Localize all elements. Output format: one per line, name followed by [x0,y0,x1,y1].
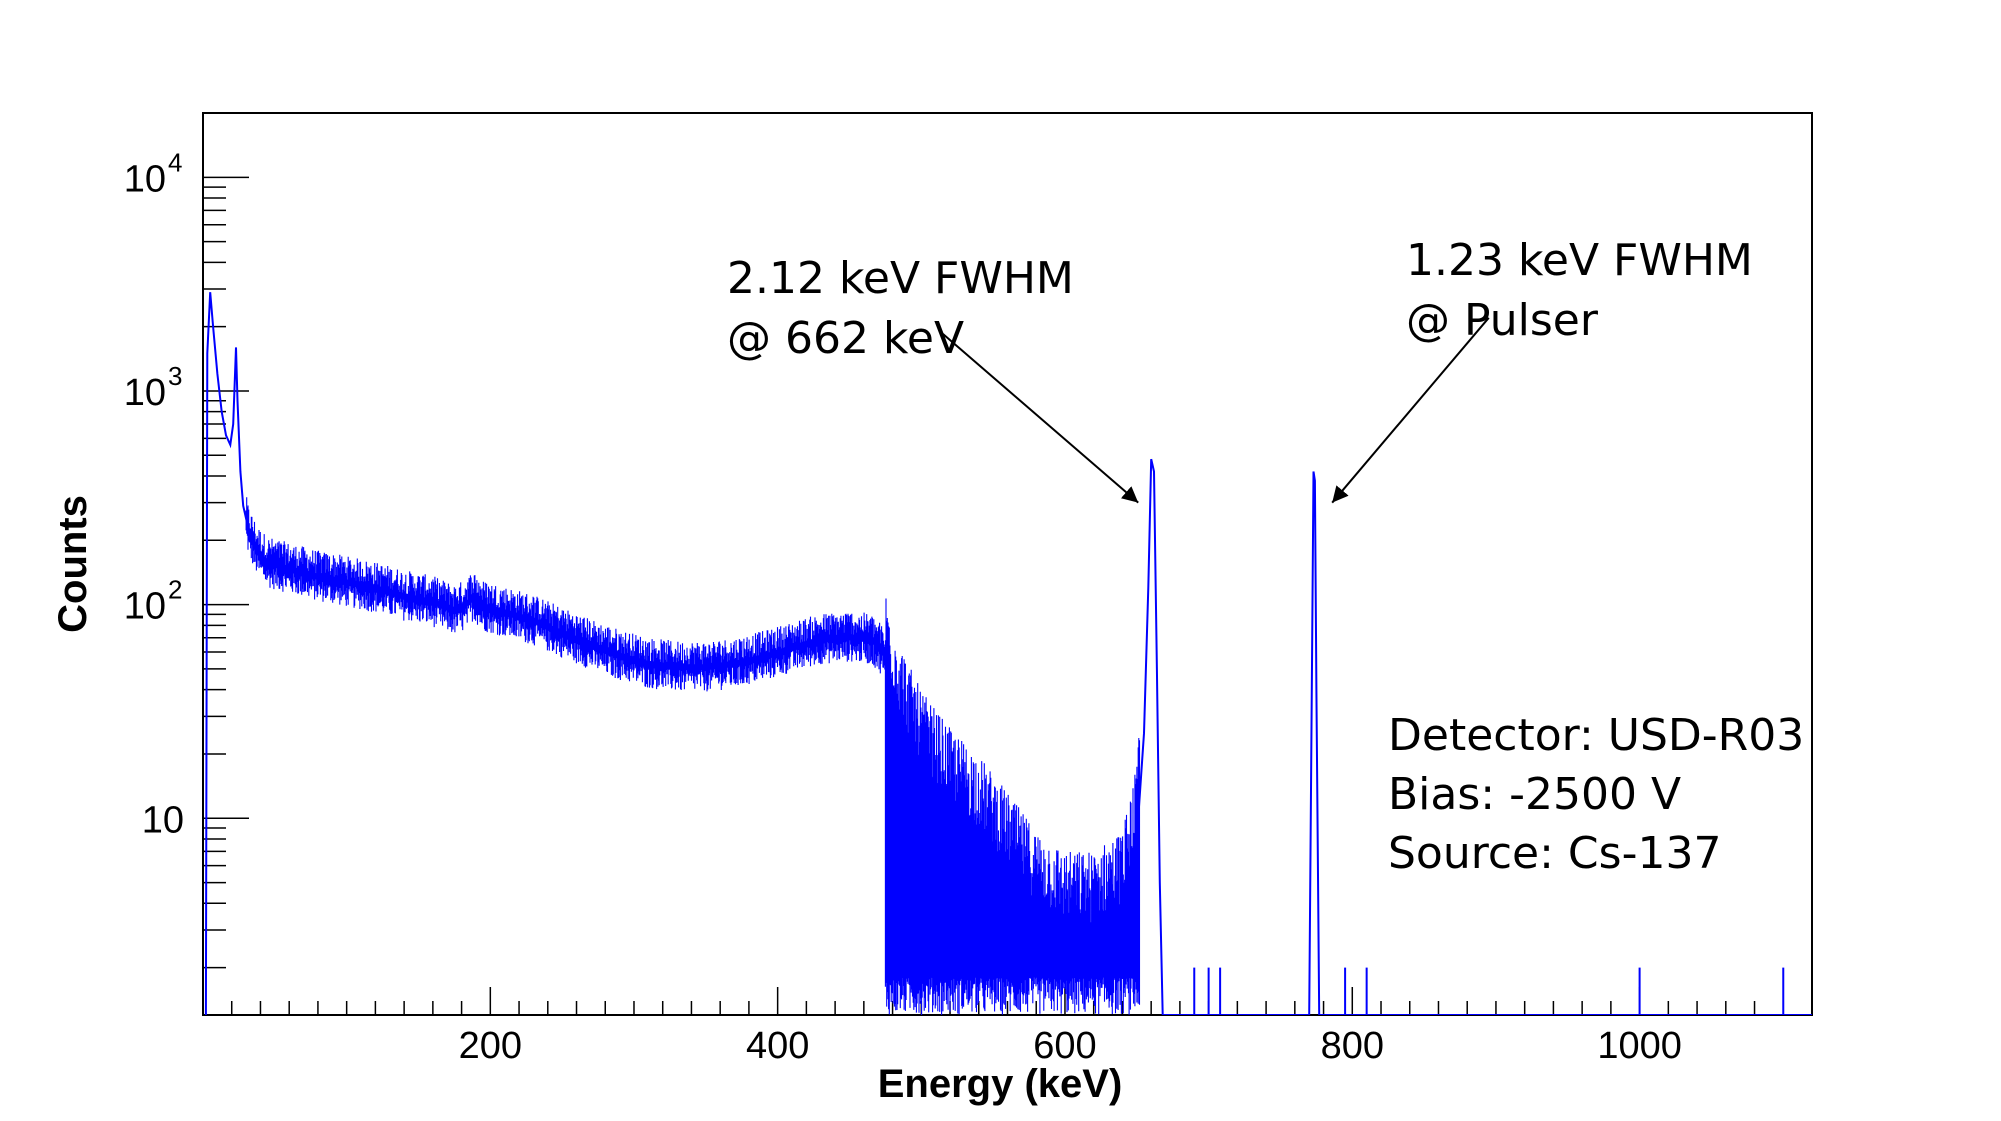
annotation-line: 1.23 keV FWHM [1406,235,1753,286]
annotation-arrow [942,333,1139,504]
y-tick-label-exponent: 3 [168,361,182,391]
x-tick-label: 200 [459,1025,522,1067]
y-tick-label-base: 10 [124,372,166,414]
y-minor-ticks [203,112,249,969]
peak-annotation: 1.23 keV FWHM @ Pulser [1331,235,1753,504]
x-tick-label: 1000 [1597,1025,1682,1067]
annotation-line: @ 662 keV [727,313,964,364]
x-axis-title: Energy (keV) [878,1062,1123,1106]
annotation-line: @ Pulser [1406,295,1599,346]
noise-band-segment [884,598,1141,1015]
y-axis-title: Counts [51,495,95,633]
y-tick-label: 10 [142,799,184,841]
info-box: Detector: USD-R03 Bias: -2500 V Source: … [1388,710,1804,879]
y-tick-label-base: 10 [142,799,184,841]
x-tick-label: 600 [1033,1025,1096,1067]
y-tick-label-exponent: 2 [168,575,182,605]
y-tick-label: 10 2 [124,575,183,628]
sparse-count-bins [1193,967,1785,1015]
x-tick-labels: 200 400 600 800 1000 [459,1025,1682,1067]
annotations: 2.12 keV FWHM @ 662 keV 1.23 keV FWHM @ Pul… [727,235,1753,504]
y-tick-label-base: 10 [124,158,166,200]
y-tick-label: 10 4 [124,147,183,200]
peak-annotation: 2.12 keV FWHM @ 662 keV [727,253,1139,504]
x-tick-label: 800 [1321,1025,1384,1067]
annotation-arrow [1331,317,1490,504]
info-bias: Bias: -2500 V [1388,769,1681,820]
spectrum-noise-band [245,497,1141,1015]
info-source: Source: Cs-137 [1388,828,1721,879]
y-tick-label: 10 3 [124,361,183,414]
info-detector: Detector: USD-R03 [1388,710,1804,761]
y-tick-label-base: 10 [124,586,166,628]
noise-band-segment [245,497,886,692]
annotation-line: 2.12 keV FWHM [727,253,1074,304]
y-tick-label-exponent: 4 [168,147,182,177]
spectrum-line [204,292,1812,1015]
x-minor-ticks [230,987,1785,1015]
x-tick-label: 400 [746,1025,809,1067]
